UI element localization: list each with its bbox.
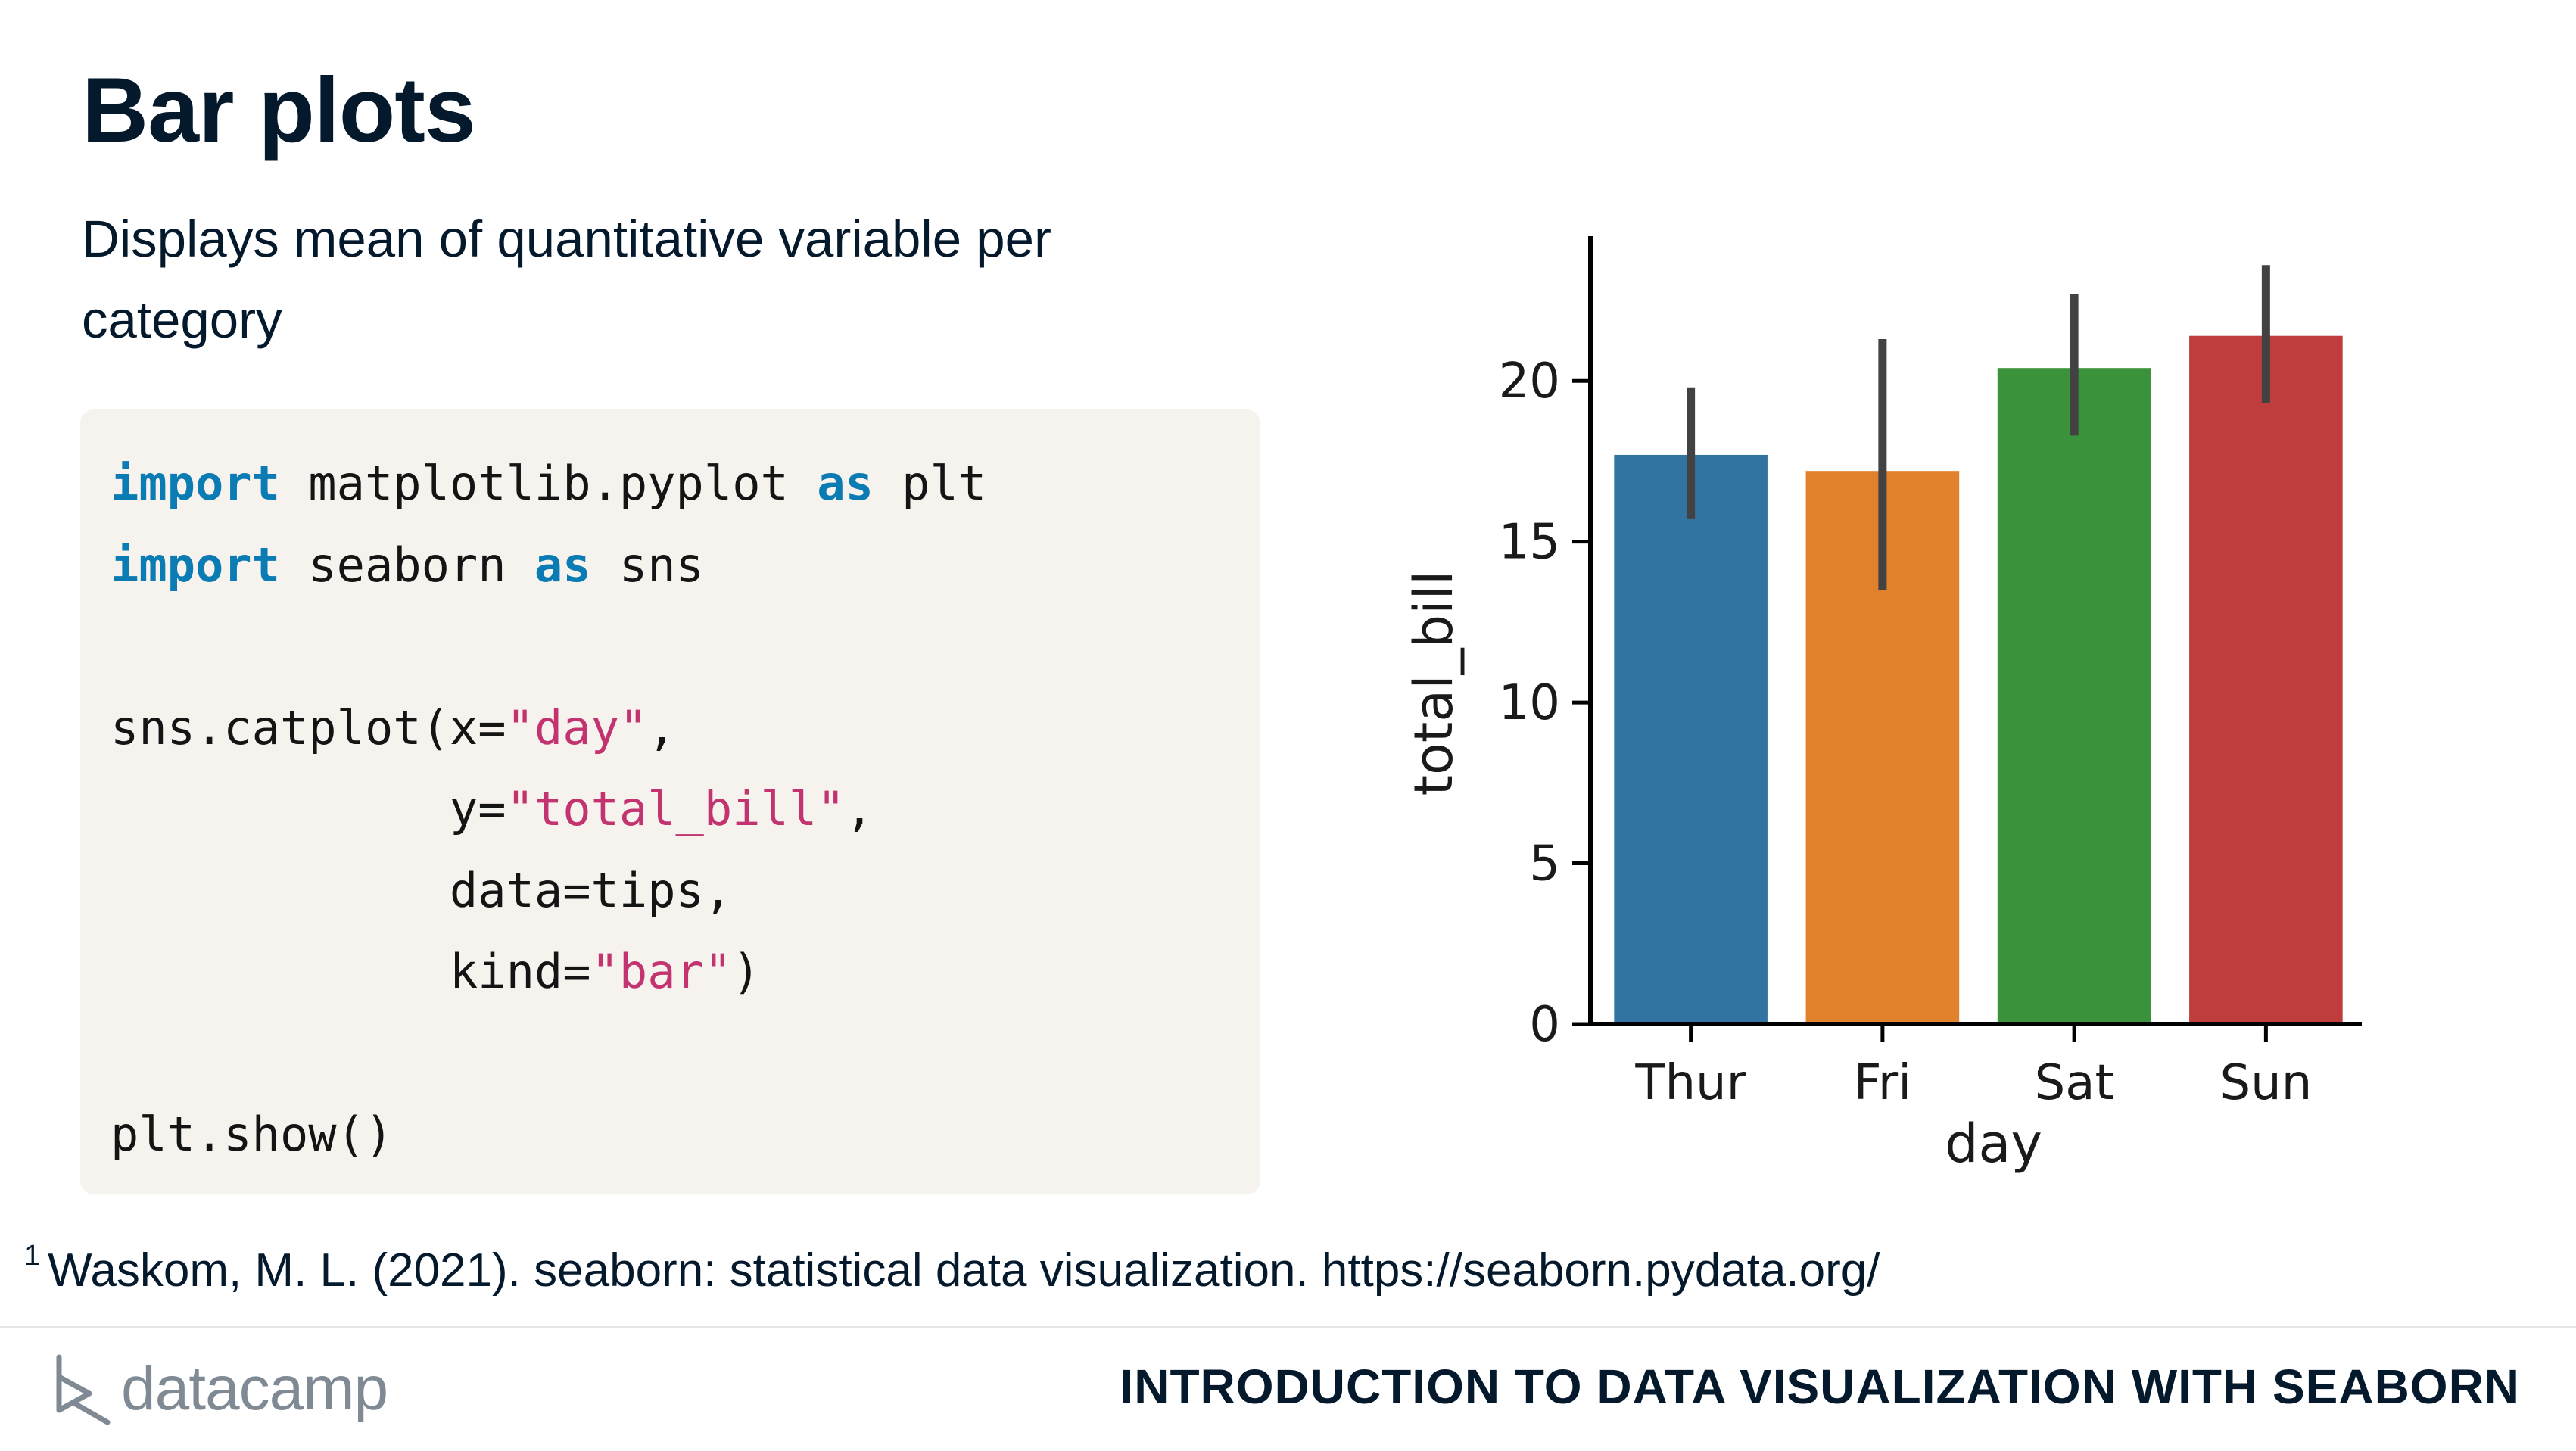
- code-line-7: kind="bar"): [111, 931, 1260, 1013]
- y-tick-label: 10: [1499, 675, 1560, 731]
- code-line-1: import matplotlib.pyplot as plt: [111, 443, 1260, 525]
- code-text: plt: [873, 456, 987, 511]
- slide-title: Bar plots: [82, 58, 476, 161]
- bar-sun: [2189, 335, 2343, 1024]
- bar-chart: Thur Fri Sat Sun 0 5 10 15 20 day total_bill: [1403, 236, 2362, 1175]
- x-tick-label: Sat: [2035, 1055, 2114, 1111]
- bar-thur: [1614, 454, 1768, 1024]
- code-line-4: sns.catplot(x="day",: [111, 687, 1260, 769]
- code-keyword: import: [111, 537, 280, 593]
- code-text: data=tips,: [111, 862, 733, 918]
- code-keyword: as: [817, 456, 874, 511]
- slide-subtitle: Displays mean of quantitative variable p…: [82, 210, 1052, 349]
- code-keyword: as: [534, 537, 591, 593]
- footnote-marker: 1: [24, 1240, 41, 1272]
- logo-text: datacamp: [121, 1354, 388, 1423]
- code-text: sns.catplot(x=: [111, 699, 506, 755]
- y-tick-label: 20: [1499, 353, 1560, 409]
- code-text: y=: [111, 781, 506, 836]
- code-line-2: import seaborn as sns: [111, 525, 1260, 606]
- x-axis-label: day: [1945, 1113, 2042, 1175]
- code-line-blank: [111, 606, 1260, 687]
- code-line-6: data=tips,: [111, 850, 1260, 932]
- y-tick-label: 5: [1529, 836, 1560, 892]
- code-text: ): [732, 944, 761, 999]
- y-axis-label: total_bill: [1403, 571, 1465, 796]
- code-text: sns: [590, 537, 704, 593]
- y-tick-label: 0: [1529, 997, 1560, 1053]
- code-line-9: plt.show(): [111, 1094, 1260, 1175]
- code-text: kind=: [111, 944, 591, 999]
- x-tick-label: Thur: [1634, 1055, 1746, 1111]
- x-tick-label: Sun: [2220, 1055, 2313, 1111]
- code-text: seaborn: [279, 537, 534, 593]
- code-text: matplotlib.pyplot: [279, 456, 818, 511]
- bar-sat: [1997, 368, 2151, 1025]
- x-tick-label: Fri: [1854, 1055, 1911, 1111]
- footnote: 1 Waskom, M. L. (2021). seaborn: statisti…: [24, 1240, 1880, 1297]
- code-text: plt.show(): [111, 1107, 394, 1162]
- footnote-text: Waskom, M. L. (2021). seaborn: statistic…: [48, 1244, 1880, 1297]
- code-text: ,: [647, 699, 676, 755]
- footer-divider: [0, 1326, 2576, 1328]
- code-string: "total_bill": [506, 781, 846, 836]
- code-line-blank: [111, 1013, 1260, 1094]
- code-string: "day": [506, 699, 648, 755]
- y-tick-label: 15: [1499, 515, 1560, 571]
- course-title: INTRODUCTION TO DATA VISUALIZATION WITH …: [1120, 1359, 2520, 1414]
- code-keyword: import: [111, 456, 280, 511]
- code-line-5: y="total_bill",: [111, 768, 1260, 850]
- datacamp-logo-icon: [56, 1354, 111, 1425]
- code-string: "bar": [590, 944, 733, 999]
- code-text: ,: [845, 781, 874, 836]
- code-block: import matplotlib.pyplot as plt import s…: [80, 409, 1260, 1194]
- datacamp-logo: datacamp: [53, 1351, 388, 1427]
